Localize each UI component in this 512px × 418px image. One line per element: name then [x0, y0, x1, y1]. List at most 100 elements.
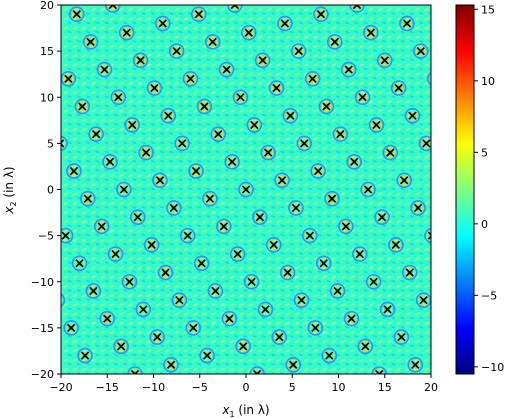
field-ring — [91, 129, 102, 140]
field-texture — [298, 132, 303, 135]
field-texture — [294, 247, 300, 251]
field-texture — [354, 150, 359, 154]
field-texture — [368, 100, 374, 104]
field-texture — [363, 289, 368, 292]
field-texture — [67, 21, 72, 25]
field-texture — [76, 298, 81, 301]
field-texture — [197, 279, 202, 283]
field-texture — [132, 196, 137, 200]
field-texture — [178, 316, 183, 320]
field-texture — [141, 86, 146, 89]
field-texture — [377, 109, 383, 113]
field-texture — [308, 150, 313, 154]
field-texture — [197, 160, 202, 163]
field-texture — [391, 160, 396, 163]
field-texture — [275, 303, 281, 307]
field-texture — [409, 224, 414, 227]
field-ring — [396, 172, 412, 189]
field-texture — [86, 344, 91, 347]
field-texture — [81, 91, 87, 95]
field-texture — [414, 284, 420, 288]
source-marker-x — [377, 213, 387, 222]
field-texture — [95, 141, 100, 144]
field-texture — [359, 0, 365, 2]
field-texture — [335, 160, 340, 163]
field-texture — [150, 196, 155, 200]
field-texture — [238, 63, 244, 67]
field-texture — [340, 331, 346, 334]
field-texture — [229, 358, 235, 362]
field-texture — [113, 326, 118, 329]
field-ring — [224, 154, 240, 170]
field-texture — [234, 12, 239, 15]
field-texture — [359, 211, 365, 215]
field-texture — [86, 252, 91, 255]
field-texture — [400, 76, 405, 80]
field-texture — [90, 220, 96, 224]
field-texture — [340, 238, 346, 242]
field-texture — [113, 67, 118, 71]
field-ring — [121, 273, 138, 290]
field-texture — [187, 123, 192, 126]
field-texture — [391, 362, 396, 366]
field-texture — [201, 247, 207, 251]
field-texture — [400, 123, 405, 126]
field-texture — [285, 192, 291, 196]
field-texture — [137, 100, 143, 104]
field-texture — [67, 344, 72, 347]
field-texture — [437, 344, 442, 347]
field-texture — [220, 238, 226, 242]
field-texture — [261, 141, 266, 144]
field-texture — [349, 358, 355, 362]
field-texture — [141, 335, 146, 338]
field-texture — [340, 247, 346, 251]
field-ring — [376, 52, 393, 69]
field-texture — [146, 137, 152, 141]
field-texture — [81, 340, 87, 344]
field-texture — [100, 238, 106, 242]
field-ring — [85, 36, 96, 47]
field-texture — [368, 247, 374, 251]
field-texture — [141, 353, 146, 357]
field-texture — [187, 316, 192, 320]
field-texture — [137, 45, 143, 48]
field-texture — [90, 45, 96, 48]
field-texture — [90, 8, 96, 12]
field-texture — [63, 312, 69, 316]
field-texture — [377, 17, 383, 21]
field-texture — [405, 63, 411, 67]
field-ring — [138, 304, 149, 315]
field-texture — [312, 201, 318, 205]
field-texture — [220, 109, 226, 113]
field-texture — [322, 238, 328, 242]
field-texture — [187, 67, 192, 71]
field-texture — [109, 45, 115, 48]
field-texture — [405, 72, 411, 76]
field-ring — [110, 249, 121, 260]
field-texture — [201, 146, 207, 150]
field-texture — [252, 252, 257, 255]
field-texture — [289, 344, 294, 347]
field-texture — [109, 220, 115, 224]
field-texture — [90, 54, 96, 58]
field-texture — [155, 164, 161, 168]
field-ring — [249, 119, 260, 130]
field-texture — [382, 316, 387, 320]
field-texture — [113, 307, 118, 311]
field-texture — [409, 95, 414, 98]
field-texture — [400, 344, 405, 347]
field-ring — [401, 264, 418, 281]
field-ring — [260, 144, 277, 161]
field-texture — [261, 233, 266, 237]
field-texture — [150, 307, 155, 311]
field-texture — [257, 54, 263, 58]
field-texture — [345, 261, 350, 264]
field-texture — [335, 104, 340, 108]
field-texture — [271, 132, 276, 135]
field-texture — [285, 0, 291, 2]
field-texture — [243, 12, 248, 15]
field-texture — [363, 169, 368, 172]
field-texture — [224, 76, 229, 80]
field-texture — [419, 123, 424, 126]
field-texture — [211, 118, 217, 122]
